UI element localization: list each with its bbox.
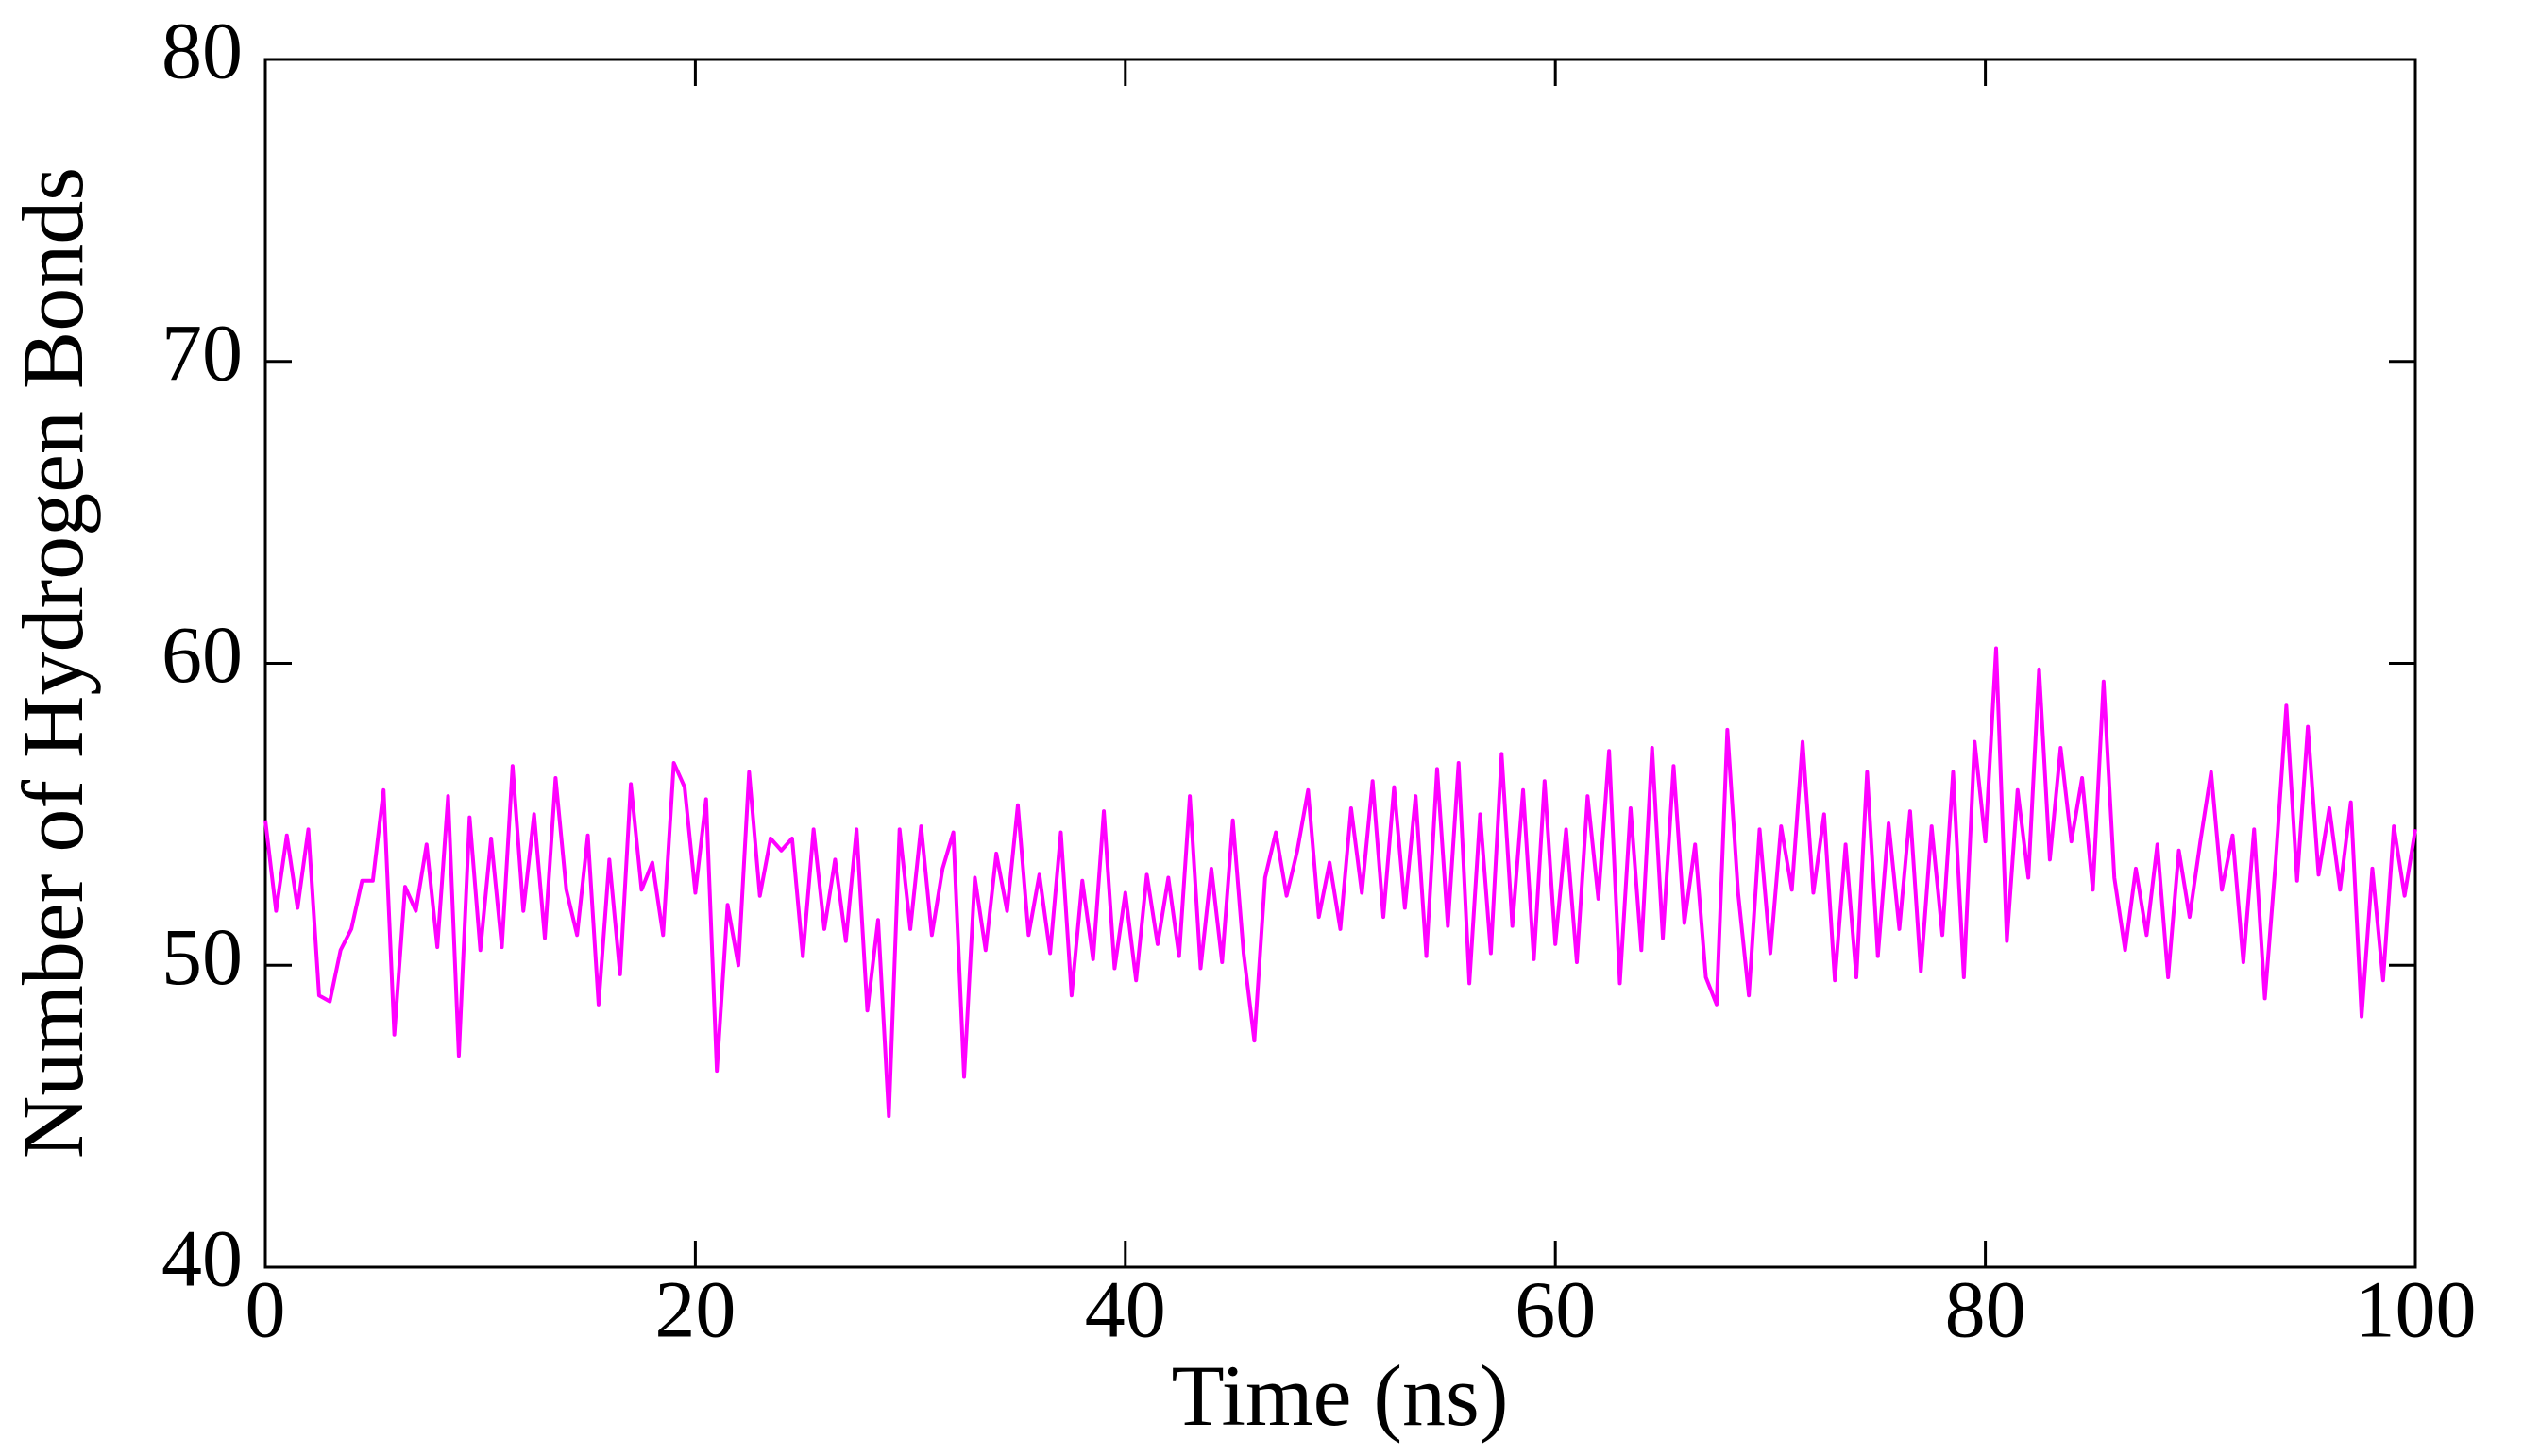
- x-tick-label: 100: [2355, 1264, 2477, 1355]
- plot-frame: [263, 58, 2417, 1269]
- data-line: [263, 646, 2417, 1119]
- y-axis-label: Number of Hydrogen Bonds: [5, 167, 101, 1159]
- x-tick-label: 60: [1515, 1264, 1596, 1355]
- x-tick-label: 40: [1085, 1264, 1166, 1355]
- y-tick-label: 80: [161, 6, 243, 96]
- x-tick-label: 80: [1945, 1264, 2026, 1355]
- y-tick-label: 60: [161, 609, 243, 700]
- x-axis-label: Time (ns): [1172, 1347, 1509, 1444]
- x-tick-label: 20: [654, 1264, 736, 1355]
- y-tick-label: 40: [161, 1213, 243, 1304]
- x-tick-label: 0: [246, 1264, 286, 1355]
- y-tick-label: 50: [161, 911, 243, 1002]
- y-tick-label: 70: [161, 307, 243, 398]
